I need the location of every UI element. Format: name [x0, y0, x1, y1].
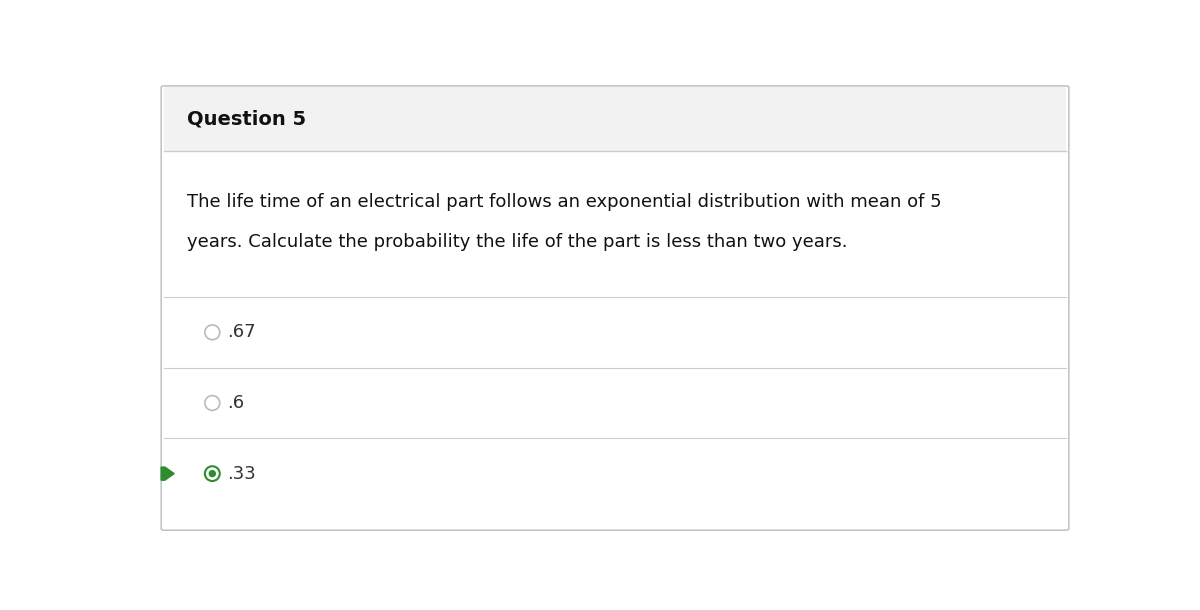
Ellipse shape	[205, 466, 220, 481]
Text: years. Calculate the probability the life of the part is less than two years.: years. Calculate the probability the lif…	[187, 233, 847, 251]
Text: .33: .33	[227, 465, 256, 483]
Bar	[164, 87, 1066, 151]
FancyArrow shape	[161, 467, 174, 480]
FancyBboxPatch shape	[161, 86, 1069, 530]
Ellipse shape	[205, 325, 220, 340]
Text: .67: .67	[227, 323, 256, 342]
Ellipse shape	[209, 470, 216, 477]
Text: .6: .6	[227, 394, 245, 412]
Text: The life time of an electrical part follows an exponential distribution with mea: The life time of an electrical part foll…	[187, 193, 942, 211]
Ellipse shape	[205, 395, 220, 411]
Text: Question 5: Question 5	[187, 110, 306, 129]
